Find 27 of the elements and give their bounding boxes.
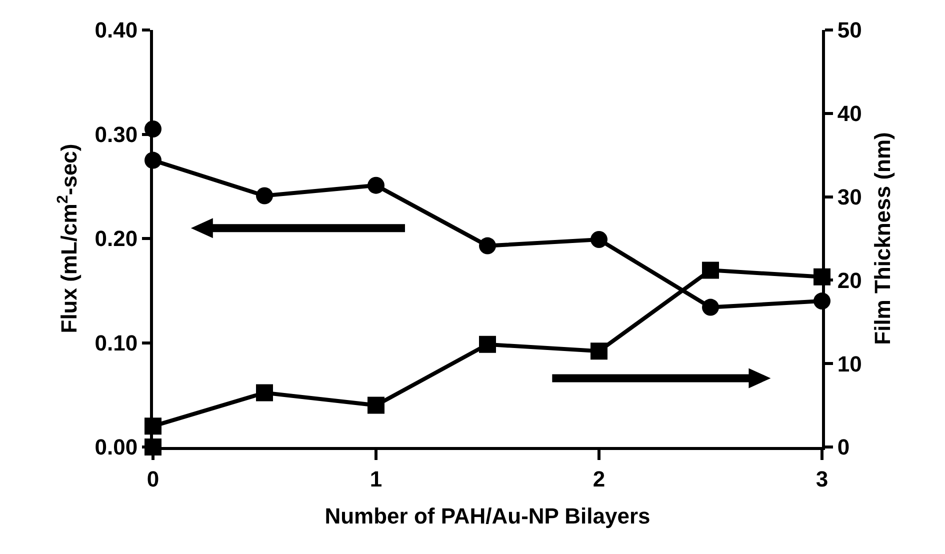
point <box>590 342 608 360</box>
y2-tick-label: 50 <box>837 18 862 43</box>
y-tick-label: 0.10 <box>94 330 138 356</box>
y2-tick-label: 20 <box>837 268 862 293</box>
point <box>479 336 496 353</box>
x-tick-label: 0 <box>146 466 160 492</box>
y2-tick-label: 30 <box>837 184 862 210</box>
point <box>256 384 273 402</box>
point <box>590 231 608 248</box>
point <box>368 396 384 414</box>
x-tick-label: 1 <box>370 466 382 492</box>
point <box>702 298 719 316</box>
point <box>702 262 719 279</box>
y2-tick-label: 10 <box>837 351 862 376</box>
y-tick-label: 0.20 <box>94 226 138 252</box>
point <box>368 176 384 194</box>
y-tick-label: 0.30 <box>94 122 138 147</box>
y2-tick-label: 40 <box>837 101 862 126</box>
point <box>479 237 496 254</box>
x-axis-title: Number of PAH/Au-NP Bilayers <box>324 503 650 528</box>
y-tick-label: 0.40 <box>94 18 138 43</box>
y2-axis-title: Film Thickness (nm) <box>870 132 895 345</box>
x-tick-label: 3 <box>816 466 828 492</box>
y-tick-label: 0.00 <box>94 434 138 460</box>
x-tick-label: 2 <box>592 466 606 492</box>
y2-tick-label: 0 <box>837 434 850 460</box>
point <box>256 187 273 204</box>
